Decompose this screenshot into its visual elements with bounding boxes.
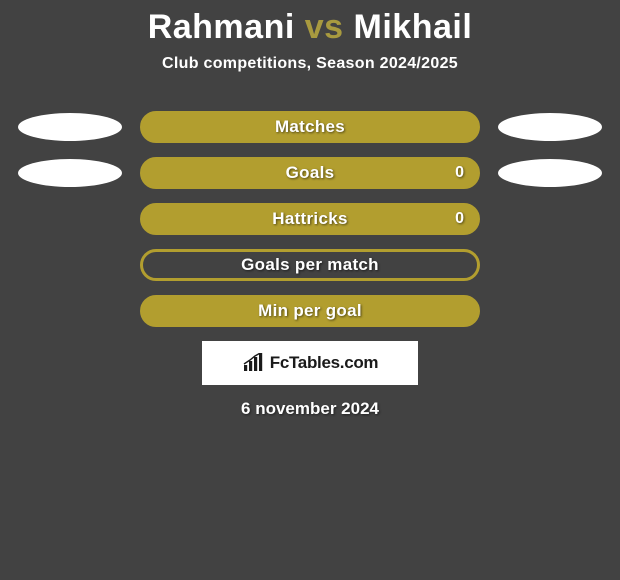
stat-row: Matches [0,111,620,143]
stat-row: Goals per match [0,249,620,281]
stat-row: Goals 0 [0,157,620,189]
stat-label: Goals [286,163,335,183]
stat-row: Hattricks 0 [0,203,620,235]
stat-bar: Hattricks 0 [140,203,480,235]
stat-label: Hattricks [272,209,347,229]
player1-name: Rahmani [148,8,295,46]
bar-chart-icon [242,353,266,373]
vs-label: vs [305,8,344,46]
date-label: 6 november 2024 [0,399,620,419]
player1-badge [18,113,122,141]
player1-badge [18,159,122,187]
stat-value-right: 0 [455,210,464,228]
stat-label: Goals per match [241,255,379,275]
subtitle: Club competitions, Season 2024/2025 [0,55,620,73]
player2-name: Mikhail [354,8,473,46]
logo-text: FcTables.com [270,353,379,373]
stat-bar: Matches [140,111,480,143]
stat-value-right: 0 [455,164,464,182]
stat-label: Min per goal [258,301,362,321]
stat-bar: Goals per match [140,249,480,281]
stat-bar: Goals 0 [140,157,480,189]
stat-bar: Min per goal [140,295,480,327]
player2-badge [498,159,602,187]
source-logo: FcTables.com [202,341,418,385]
player2-badge [498,113,602,141]
stat-rows: Matches Goals 0 Hattricks 0 Goals per match Mi… [0,111,620,327]
stat-row: Min per goal [0,295,620,327]
stat-label: Matches [275,117,345,137]
comparison-title: Rahmani vs Mikhail [0,8,620,47]
